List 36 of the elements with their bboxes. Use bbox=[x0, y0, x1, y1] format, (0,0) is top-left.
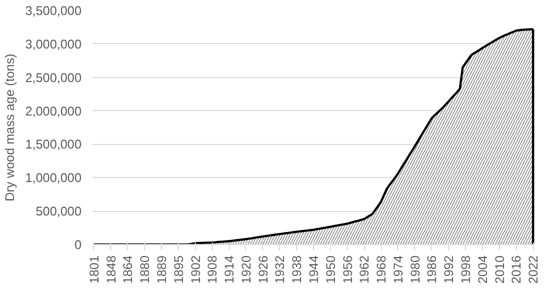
x-tick-label: 1998 bbox=[459, 256, 474, 284]
x-tick-label: 1956 bbox=[340, 256, 355, 284]
x-tick-label: 2016 bbox=[510, 256, 524, 284]
y-tick-label: 1,500,000 bbox=[25, 138, 82, 152]
x-tick-label: 1914 bbox=[222, 256, 237, 284]
x-tick-label: 2022 bbox=[526, 256, 541, 284]
x-tick-label: 1950 bbox=[324, 256, 338, 284]
x-tick-label: 1908 bbox=[206, 256, 220, 284]
x-tick-label: 1926 bbox=[256, 256, 270, 284]
y-tick-label: 3,000,000 bbox=[25, 37, 82, 52]
x-tick-label: 1938 bbox=[290, 256, 304, 284]
x-tick-label: 1992 bbox=[442, 256, 456, 284]
x-tick-label: 1902 bbox=[188, 256, 203, 284]
x-tick-label: 1920 bbox=[239, 256, 254, 284]
x-tick-label: 1848 bbox=[104, 256, 118, 284]
y-tick-label: 1,000,000 bbox=[25, 171, 82, 186]
x-tick-label: 1864 bbox=[121, 256, 136, 284]
y-tick-label: 3,500,000 bbox=[25, 4, 82, 18]
x-tick-label: 1968 bbox=[374, 256, 389, 284]
x-tick-label: 1889 bbox=[154, 256, 169, 284]
x-tick-label: 2010 bbox=[492, 256, 507, 284]
y-axis-title: Dry wood mass age (tons) bbox=[3, 54, 18, 202]
x-tick-label: 1801 bbox=[87, 256, 102, 284]
x-tick-label: 1932 bbox=[273, 256, 288, 284]
x-tick-label: 1974 bbox=[391, 256, 406, 284]
y-tick-label: 500,000 bbox=[36, 204, 82, 219]
y-tick-label: 0 bbox=[74, 238, 82, 252]
y-tick-label: 2,500,000 bbox=[25, 70, 82, 85]
x-tick-label: 1895 bbox=[172, 256, 186, 284]
y-tick-label: 2,000,000 bbox=[25, 104, 82, 118]
x-tick-label: 1986 bbox=[425, 256, 440, 284]
x-tick-label: 1962 bbox=[358, 256, 372, 284]
x-tick-label: 1944 bbox=[307, 256, 321, 284]
x-tick-label: 1880 bbox=[138, 256, 152, 284]
x-tick-label: 1980 bbox=[408, 256, 422, 284]
x-tick-label: 2004 bbox=[476, 256, 490, 284]
